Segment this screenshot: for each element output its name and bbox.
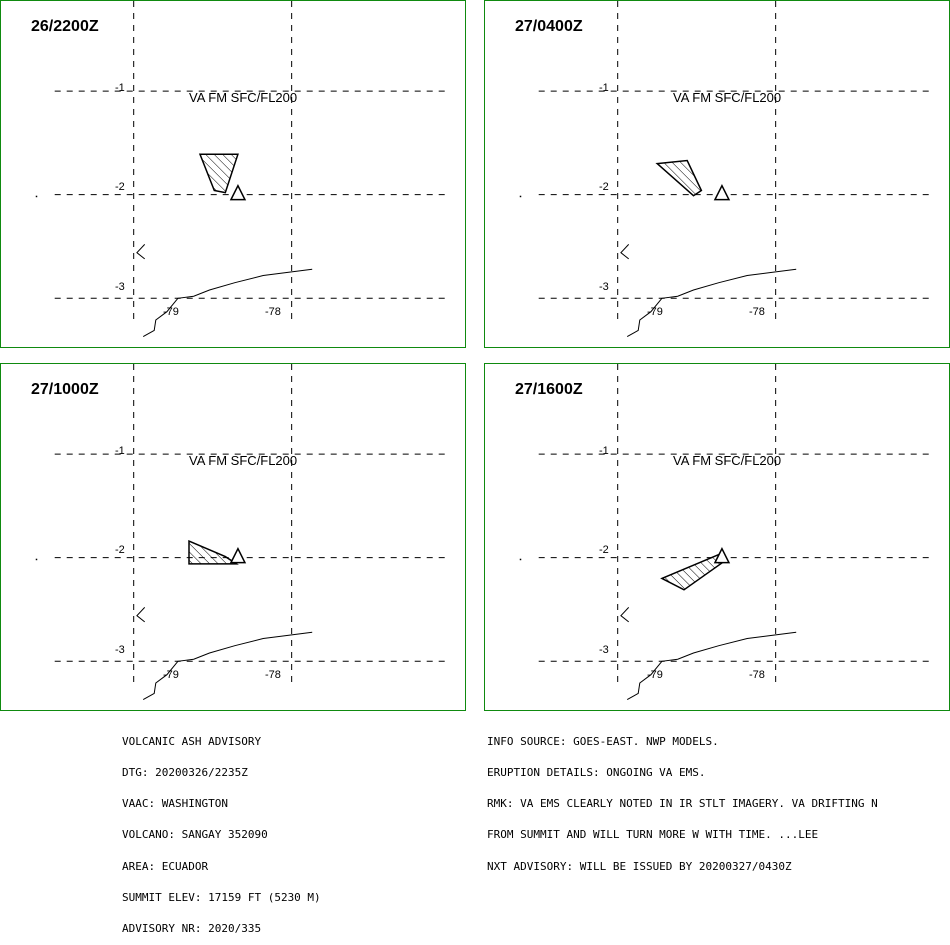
lon-label: -79 (163, 669, 179, 681)
country-border (142, 268, 313, 338)
lon-label: -78 (749, 306, 765, 318)
lat-label: -2 (115, 544, 125, 556)
forecast-panel-1: 26/2200Z VA FM SFC/FL200 -1 -2 -3 -79 -7… (0, 0, 466, 348)
lon-label: -78 (265, 306, 281, 318)
lat-label: -3 (115, 281, 125, 293)
advisory-remarks-block: INFO SOURCE: GOES-EAST. NWP MODELS. ERUP… (487, 716, 878, 883)
panel-time-label: 26/2200Z (31, 18, 99, 35)
advisory-line: VOLCANO: SANGAY 352090 (122, 828, 268, 842)
coast-dot (35, 558, 38, 561)
panel-time-label: 27/0400Z (515, 18, 583, 35)
map-canvas (35, 364, 450, 701)
lon-label: -79 (163, 306, 179, 318)
advisory-line: ADVISORY NR: 2020/335 (122, 922, 262, 936)
volcano-triangle-icon (713, 547, 731, 564)
advisory-line: AREA: ECUADOR (122, 859, 209, 873)
lon-label: -79 (647, 306, 663, 318)
country-border (626, 268, 797, 338)
lat-label: -3 (115, 644, 125, 656)
lat-label: -2 (599, 181, 609, 193)
remarks-line: INFO SOURCE: GOES-EAST. NWP MODELS. (487, 734, 719, 748)
advisory-line: DTG: 20200326/2235Z (122, 766, 248, 780)
lon-label: -79 (647, 669, 663, 681)
lat-label: -2 (115, 181, 125, 193)
remarks-line: NXT ADVISORY: WILL BE ISSUED BY 20200327… (487, 859, 792, 873)
coast-dot (35, 195, 38, 198)
coastline (136, 244, 146, 260)
advisory-header-block: VOLCANIC ASH ADVISORY DTG: 20200326/2235… (122, 716, 321, 945)
map-canvas (519, 1, 934, 338)
map-canvas (519, 364, 934, 701)
ash-layer-label: VA FM SFC/FL200 (189, 90, 298, 105)
coastline (620, 607, 630, 623)
panel-time-label: 27/1000Z (31, 381, 99, 398)
lat-label: -1 (115, 445, 125, 457)
advisory-line: SUMMIT ELEV: 17159 FT (5230 M) (122, 890, 321, 904)
country-border (626, 631, 797, 701)
remarks-line: RMK: VA EMS CLEARLY NOTED IN IR STLT IMA… (487, 797, 878, 811)
volcano-triangle-icon (229, 184, 247, 201)
remarks-line: FROM SUMMIT AND WILL TURN MORE W WITH TI… (487, 828, 819, 842)
forecast-panel-2: 27/0400Z VA FM SFC/FL200 -1 -2 -3 -79 -7… (484, 0, 950, 348)
coast-dot (519, 558, 522, 561)
volcano-triangle-icon (229, 547, 247, 564)
lat-label: -1 (599, 445, 609, 457)
advisory-line: VAAC: WASHINGTON (122, 797, 228, 811)
ash-layer-label: VA FM SFC/FL200 (673, 90, 782, 105)
country-border (142, 631, 313, 701)
ash-cloud-polygon (660, 553, 725, 591)
volcano-triangle-icon (713, 184, 731, 201)
lat-label: -3 (599, 644, 609, 656)
coastline (620, 244, 630, 260)
lon-label: -78 (265, 669, 281, 681)
forecast-panel-4: 27/1600Z VA FM SFC/FL200 -1 -2 -3 -79 -7… (484, 363, 950, 711)
ash-cloud-polygon (198, 153, 239, 194)
lat-label: -3 (599, 281, 609, 293)
map-canvas (35, 1, 450, 338)
lat-label: -1 (599, 82, 609, 94)
advisory-line: VOLCANIC ASH ADVISORY (122, 734, 262, 748)
coastline (136, 607, 146, 623)
forecast-panel-3: 27/1000Z VA FM SFC/FL200 -1 -2 -3 -79 -7… (0, 363, 466, 711)
ash-cloud-polygon (655, 159, 703, 197)
ash-layer-label: VA FM SFC/FL200 (189, 453, 298, 468)
lat-label: -1 (115, 82, 125, 94)
ash-cloud-polygon (188, 539, 239, 565)
panel-time-label: 27/1600Z (515, 381, 583, 398)
ash-layer-label: VA FM SFC/FL200 (673, 453, 782, 468)
coast-dot (519, 195, 522, 198)
remarks-line: ERUPTION DETAILS: ONGOING VA EMS. (487, 766, 706, 780)
lon-label: -78 (749, 669, 765, 681)
lat-label: -2 (599, 544, 609, 556)
